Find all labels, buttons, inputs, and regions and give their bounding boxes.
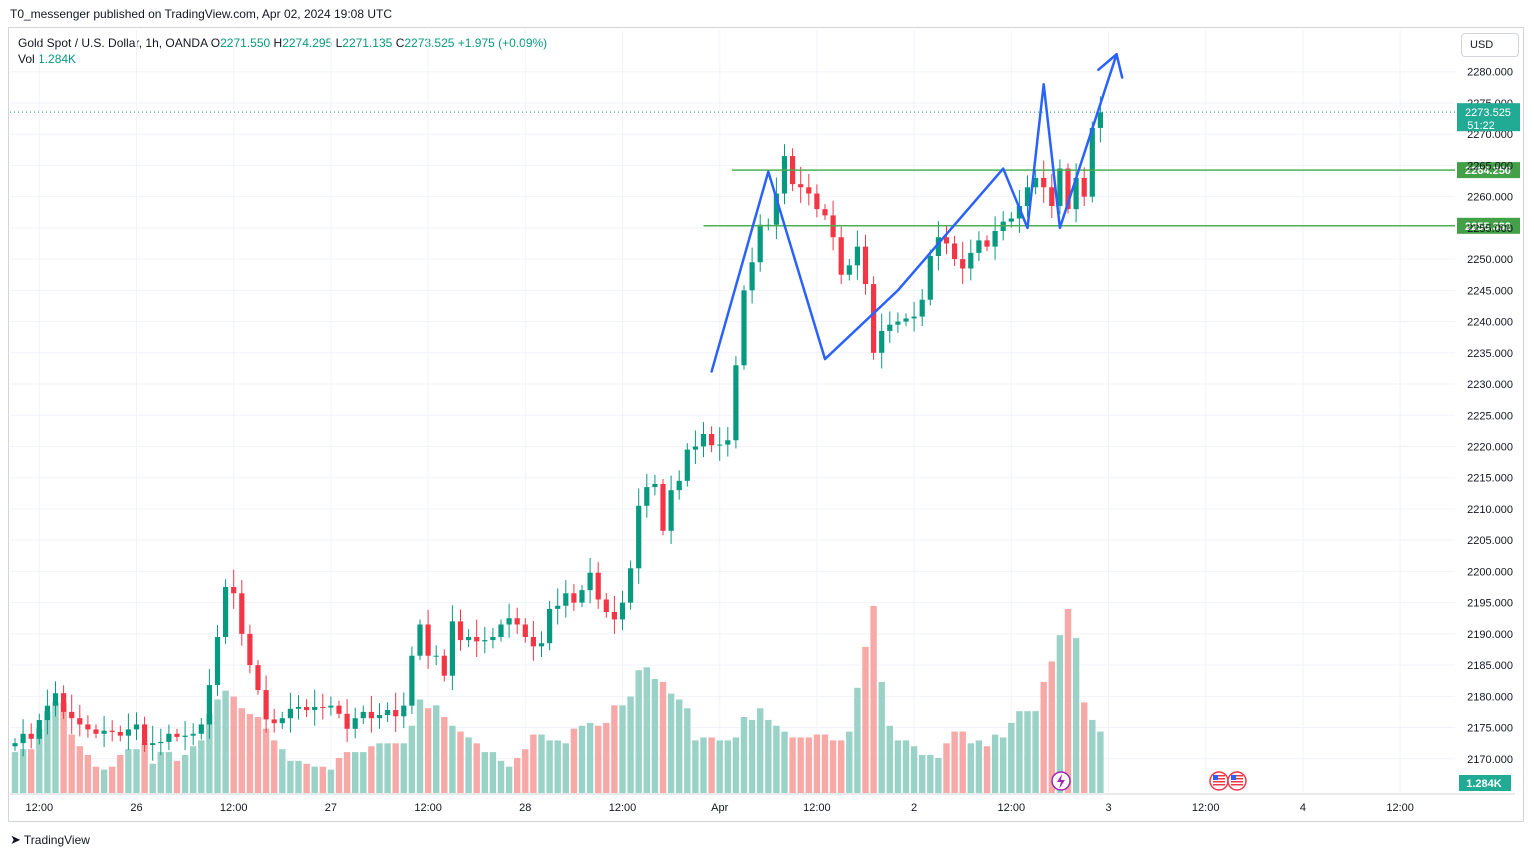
footer-brand[interactable]: TradingView [23,833,90,847]
currency-button[interactable]: USD [1461,33,1519,57]
ohlc-row: Gold Spot / U.S. Dollar, 1h, OANDA O2271… [18,35,547,51]
low-value: 2271.135 [342,36,393,50]
close-label: C [395,36,405,50]
open-value: 2271.550 [220,36,271,50]
open-label: O [210,36,221,50]
tradingview-logo-icon: ➤ [10,832,21,847]
publisher-line: T0_messenger published on TradingView.co… [10,7,393,21]
high-value: 2274.295 [282,36,333,50]
close-value: 2273.525 [404,36,455,50]
volume-row: Vol 1.284K [18,51,547,67]
symbol-title[interactable]: Gold Spot / U.S. Dollar, 1h, OANDA [18,36,208,50]
volume-value: 1.284K [38,52,77,66]
high-label: H [273,36,283,50]
footer: ➤ TradingView [10,832,90,848]
chart-legend: Gold Spot / U.S. Dollar, 1h, OANDA O2271… [18,35,547,67]
change-value: +1.975 (+0.09%) [457,36,548,50]
chart-frame [8,27,1524,822]
volume-label: Vol [18,52,35,66]
low-label: L [335,36,343,50]
